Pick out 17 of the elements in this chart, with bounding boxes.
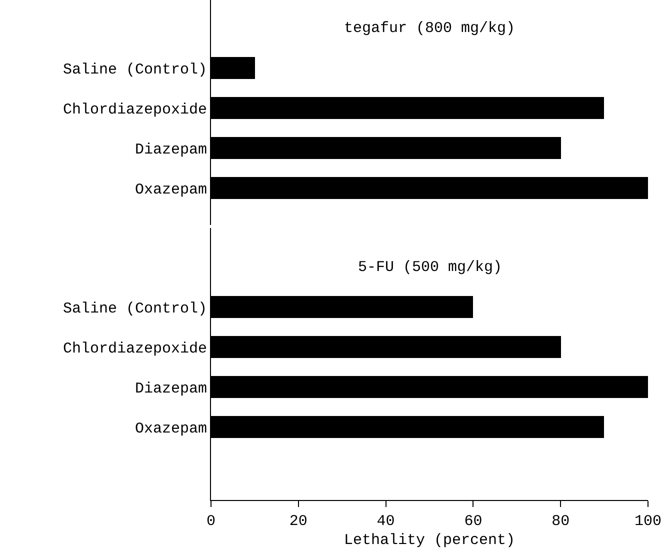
x-tick-label: 80 [552,513,570,530]
x-tick-label: 0 [206,513,216,530]
x-tick-label: 60 [464,513,482,530]
y-tick-label: Oxazepam [134,181,207,198]
chart-title: 5-FU (500 mg/kg) [358,259,502,276]
x-axis-title: Lethality (percent) [344,532,516,549]
x-tick-label: 20 [289,513,308,530]
y-tick-label: Saline (Control) [62,61,207,78]
x-tick-label: 100 [634,513,662,530]
y-tick-label: Chlordiazepoxide [62,340,207,358]
chart-title: tegafur (800 mg/kg) [344,20,516,37]
y-tick-label: Diazepam [134,380,207,398]
y-tick-label: Saline (Control) [62,300,207,318]
y-tick-label: Oxazepam [134,420,207,438]
y-tick-label: Chlordiazepoxide [62,101,207,118]
x-tick-label: 40 [376,513,395,530]
y-tick-label: Diazepam [134,141,207,158]
